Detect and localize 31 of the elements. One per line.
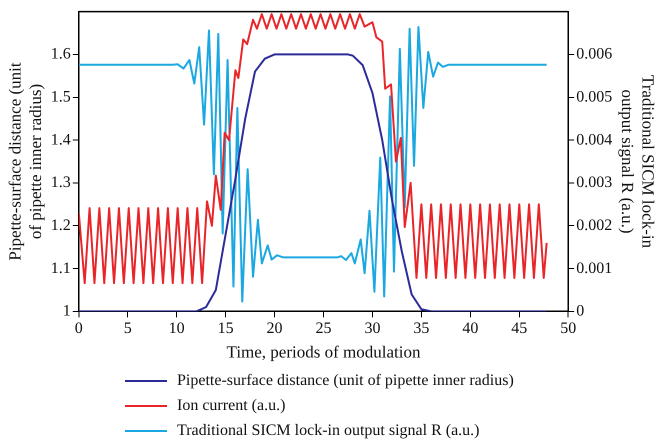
y2-tick-label: 0.006 [576, 46, 612, 63]
x-tick-label: 50 [560, 320, 576, 338]
y2-tick-label: 0.005 [576, 88, 612, 106]
y2-tick-label: 0.004 [576, 131, 612, 148]
y-tick-label: 1.6 [50, 46, 71, 63]
y-tick-label: 1.3 [50, 174, 71, 192]
x-tick-label: 30 [364, 320, 380, 338]
y2-tick-label: 0.003 [576, 174, 612, 192]
legend-label: Pipette-surface distance (unit of pipette inner radius) [177, 372, 514, 390]
x-tick-label: 0 [74, 320, 83, 338]
x-tick-label: 40 [462, 320, 478, 338]
x-tick-label: 20 [266, 320, 283, 338]
y-tick-label: 1.1 [50, 260, 71, 277]
y-tick-label: 1.2 [50, 216, 71, 234]
y2-tick-label: 0.002 [576, 216, 612, 234]
y2-tick-label: 0 [576, 302, 584, 320]
y2-axis-title: Traditional SICM lock-in output signal R (a.u.) [618, 74, 658, 249]
x-tick-label: 15 [218, 320, 234, 338]
y-tick-label: 1.5 [50, 88, 71, 106]
x-tick-label: 5 [124, 320, 132, 338]
legend-label: Ion current (a.u.) [177, 396, 286, 414]
x-tick-label: 25 [316, 320, 332, 338]
x-tick-label: 10 [168, 320, 185, 338]
y-axis-title: Pipette-surface distance (unit of pipette inner radius) [6, 62, 46, 261]
y-tick-label: 1.4 [50, 131, 71, 148]
x-tick-label: 45 [511, 320, 528, 338]
legend-label: Traditional SICM lock-in output signal R (a.u.) [177, 422, 480, 440]
x-axis-title: Time, periods of modulation [226, 342, 421, 362]
x-tick-label: 35 [413, 320, 430, 338]
y-tick-label: 1 [62, 302, 71, 320]
y2-tick-label: 0.001 [576, 260, 612, 277]
